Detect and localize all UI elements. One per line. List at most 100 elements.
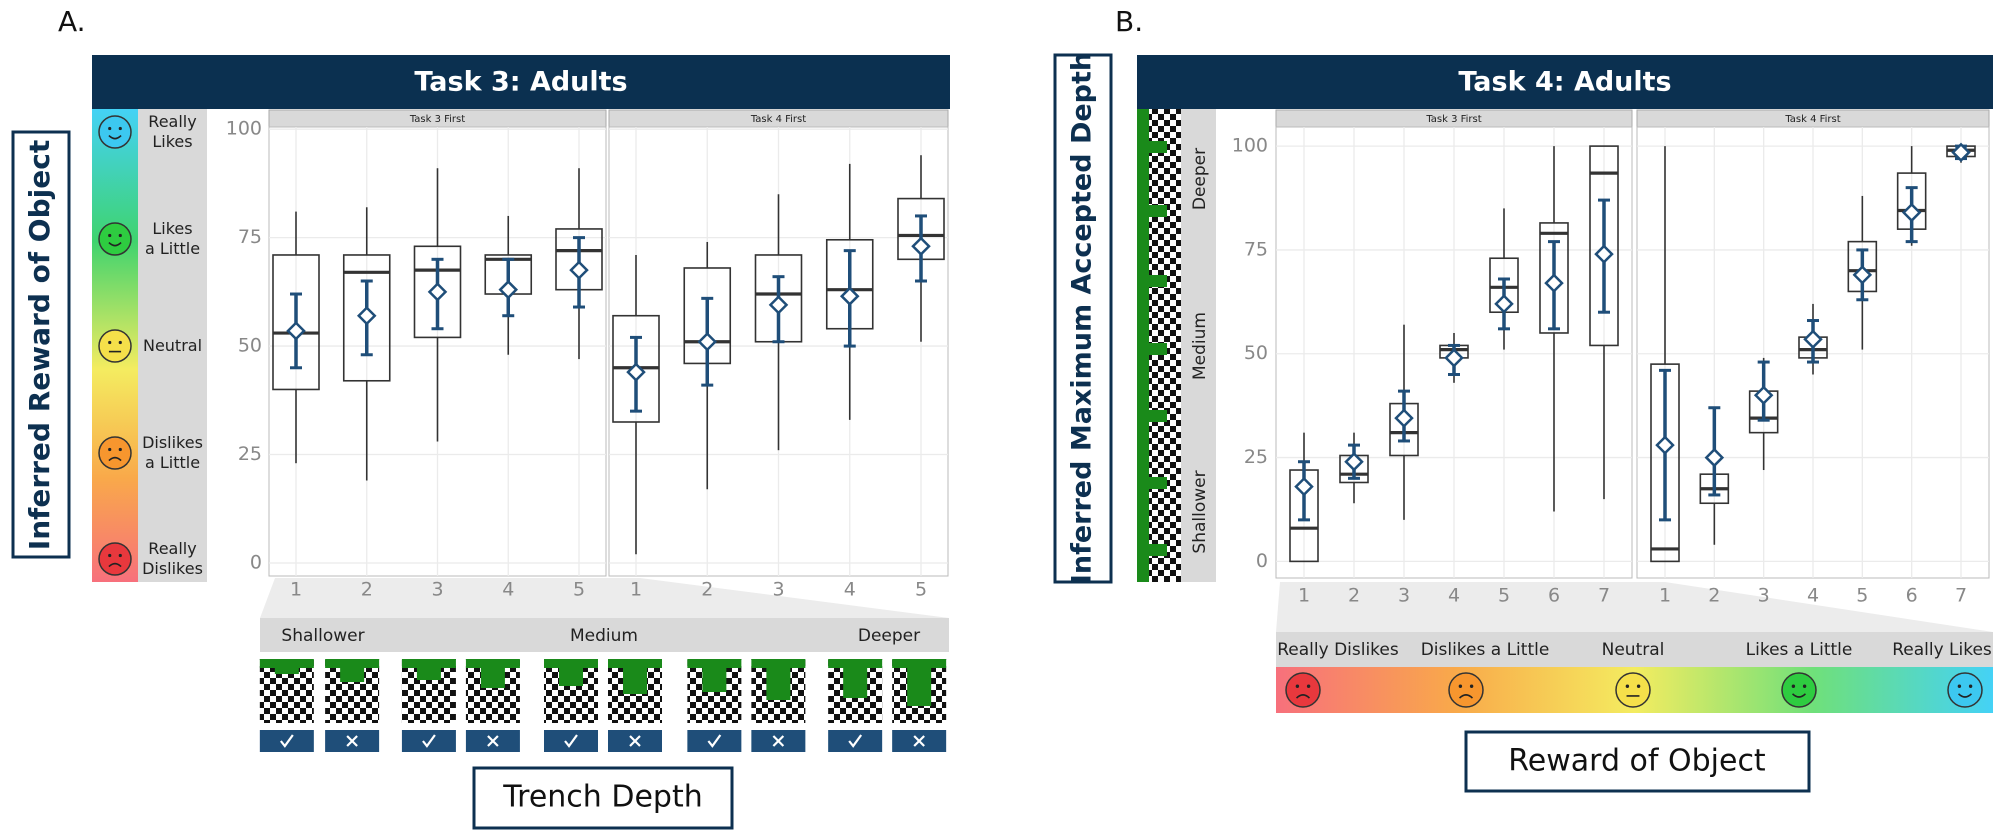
xlabel-box [472,766,734,830]
header [1137,55,1993,109]
face-eye [1458,684,1463,688]
legend-column [138,109,207,582]
x-tick-label: 1 [1659,585,1671,607]
face [1285,672,1321,708]
tile-check [544,730,598,752]
y-tick-label: 25 [1244,446,1268,468]
x-tick-label: 5 [1498,585,1510,607]
face-eye [1306,684,1311,688]
x-tick-label: 2 [701,579,713,601]
face-eye [1802,684,1807,688]
funnel [260,578,949,618]
depth-bar [1149,410,1167,422]
tile-ground [465,659,520,668]
tile-trench [623,668,647,694]
tile-ground [608,659,662,668]
mean [1344,451,1364,472]
face-eye [1791,684,1796,688]
y-tick-label: 0 [1256,550,1268,572]
face-mouth [1295,694,1311,699]
chart-title: Task 3: Adults [414,67,627,98]
x-axis-label: Reward of Object [1508,744,1766,779]
tile-ground [401,659,456,668]
tile-trench [843,668,868,698]
face [98,542,132,576]
x-tick-label: 4 [502,579,514,601]
box [1539,222,1569,334]
face-eye [108,447,112,452]
tile-check [828,730,883,752]
depth-bar [1149,205,1167,217]
depth-bar [1149,141,1167,153]
cross-icon [346,735,358,747]
tile-trench [766,668,791,700]
x-tick-label: 3 [431,579,443,601]
funnel [1276,582,1993,632]
x-tick-label: 4 [1807,585,1819,607]
legend-label: Really Dislikes [1277,640,1399,660]
mean [697,331,718,352]
mean [1901,202,1922,223]
face-mouth [1458,694,1474,699]
mean [286,321,306,341]
x-tick-label: 2 [1708,585,1720,607]
y-tick-label: 0 [250,551,262,573]
depth-bar [1149,544,1167,556]
legend-label: Likes a Little [144,219,201,258]
legend-label: Deeper [858,626,920,646]
tile-check [687,730,742,752]
face-mouth [108,456,122,462]
mean [1951,142,1971,163]
mean [1544,273,1564,293]
mean [427,282,448,302]
tile-ground [687,659,742,668]
cross-icon [772,735,785,747]
y-tick-label: 100 [226,118,262,140]
legend-label: Shallower [281,626,364,646]
y-axis-label: Inferred Maximum Accepted Depth [1067,52,1098,584]
face [98,329,132,363]
legend-label: Medium [1190,312,1210,380]
legend-label: Really Likes [1892,640,1992,660]
face-eye [108,126,112,131]
tile-ground [751,659,806,668]
face-eye [1968,684,1973,688]
tile-trench [340,668,365,682]
face-eye [108,553,112,558]
x-tick-label: 3 [772,579,784,601]
chart-title: Task 4: Adults [1458,67,1671,98]
face-mouth [1791,693,1807,698]
face [1615,672,1651,708]
face-eye [1636,684,1641,688]
y-tick-label: 75 [1244,238,1268,260]
mean [356,305,377,326]
face [1448,672,1484,708]
x-tick-label: 4 [1448,585,1460,607]
mean [498,279,519,300]
tile-ground [544,659,598,668]
depth-bar [1149,343,1167,355]
depth-bar [1149,275,1167,287]
x-tick-label: 5 [1856,585,1868,607]
depth-bar [1149,477,1167,489]
x-tick-label: 5 [915,579,927,601]
check-icon [564,734,578,748]
tile-check [259,730,314,752]
y-tick-label: 50 [238,335,262,357]
mean [1753,385,1774,406]
legend-label: Deeper [1190,148,1210,210]
tile-trench [480,668,505,688]
mean [1803,329,1823,349]
cross-icon [487,735,499,747]
mean [839,286,860,306]
legend-column [1181,109,1216,582]
ylabel-box [11,130,71,559]
face-eye [118,233,122,238]
legend-label: Medium [570,626,638,646]
tile-ground [828,659,883,668]
legend-label: Dislikes a Little [1421,640,1550,660]
check-icon [279,734,294,748]
cross-icon [629,735,641,747]
face-eye [118,553,122,558]
